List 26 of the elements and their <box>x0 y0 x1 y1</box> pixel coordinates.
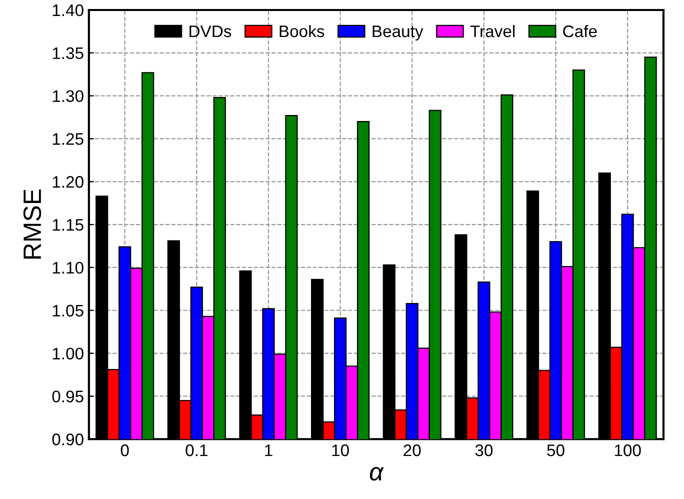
y-tick-label: 1.40 <box>52 4 84 16</box>
y-tick-label: 1.20 <box>52 176 84 188</box>
legend-label: Travel <box>470 24 515 38</box>
y-tick-label: 1.30 <box>52 90 84 102</box>
x-axis-title: α <box>370 466 384 481</box>
y-tick-label: 1.05 <box>52 304 84 317</box>
x-tick-label: 20 <box>404 444 421 456</box>
legend-label: DVDs <box>190 26 232 38</box>
x-tick-label: 1 <box>265 444 272 456</box>
x-tick-label: 100 <box>614 444 641 456</box>
x-tick-label: 0.1 <box>186 444 208 456</box>
legend-label: Books <box>280 24 324 38</box>
y-axis-title: RMSE <box>23 190 42 259</box>
y-tick-label: 1.10 <box>52 262 84 274</box>
legend-label: Beauty <box>372 26 424 41</box>
x-tick-label: 10 <box>332 444 349 456</box>
x-tick-label: 50 <box>547 444 564 456</box>
y-tick-label: 0.95 <box>52 390 84 402</box>
y-tick-label: 1.25 <box>52 133 84 145</box>
y-tick-label: 1.35 <box>52 47 84 60</box>
y-tick-label: 1.15 <box>52 219 84 231</box>
y-tick-label: 1.00 <box>52 348 84 360</box>
x-tick-label: 30 <box>475 444 493 456</box>
x-tick-label: 0 <box>120 444 129 456</box>
y-tick-label: 0.90 <box>52 434 84 446</box>
legend-label: Cafe <box>563 25 597 38</box>
